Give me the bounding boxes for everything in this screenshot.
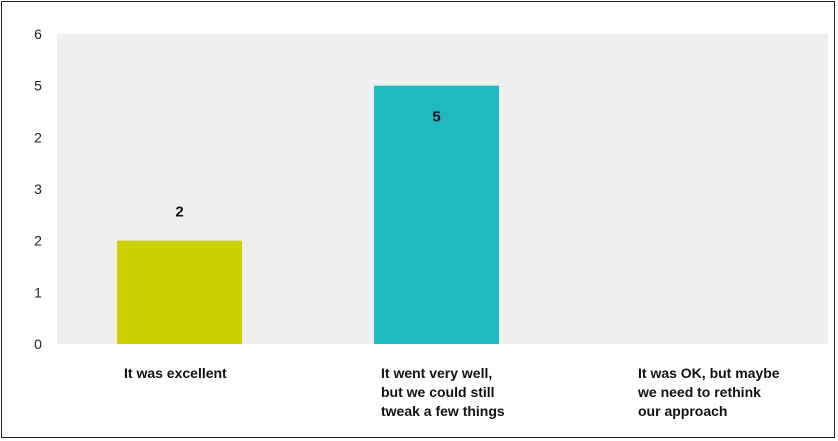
x-category-label: but we could still — [381, 384, 495, 400]
bar — [374, 85, 499, 345]
x-category-label: It was OK, but maybe — [638, 365, 780, 381]
x-category-label: our approach — [638, 403, 727, 419]
bar — [117, 240, 242, 344]
x-category-label: It was excellent — [124, 365, 227, 381]
y-tick-label: 6 — [34, 26, 42, 42]
data-label: 2 — [175, 204, 183, 221]
x-category-label: tweak a few things — [381, 403, 505, 419]
y-tick-label: 2 — [34, 233, 42, 249]
y-tick-label: 5 — [34, 78, 42, 94]
y-tick-label: 3 — [34, 181, 42, 197]
x-category-label: we need to rethink — [637, 384, 761, 400]
data-label: 5 — [432, 109, 440, 126]
x-category-label: It went very well, — [381, 365, 492, 381]
y-tick-label: 1 — [34, 284, 42, 300]
y-tick-label: 0 — [34, 336, 42, 352]
y-tick-label: 2 — [34, 129, 42, 145]
